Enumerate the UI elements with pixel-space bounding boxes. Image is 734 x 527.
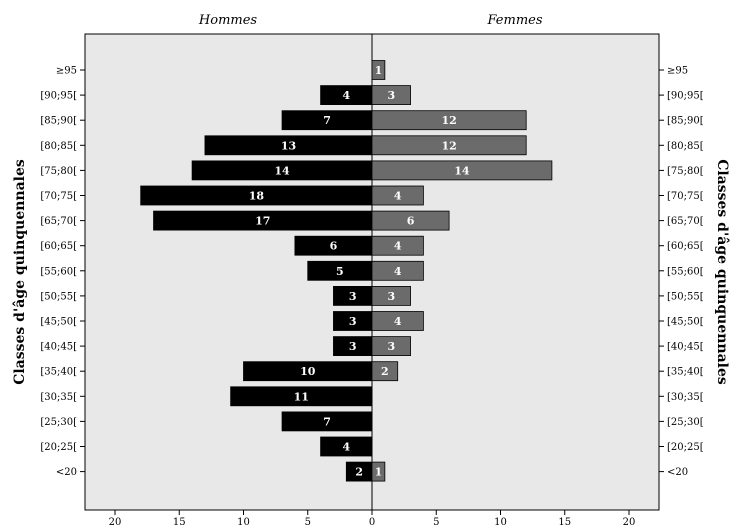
bar-value-label: 13 xyxy=(281,139,296,152)
y-axis-title-right: Classes d'âge quinquennales xyxy=(714,159,730,385)
panel-title-left: Hommes xyxy=(198,13,258,28)
y-tick-label-left: [75;80[ xyxy=(40,166,77,177)
y-tick-label-left: [85;90[ xyxy=(40,116,77,127)
bar-value-label: 3 xyxy=(387,290,395,303)
bar-femmes xyxy=(371,461,386,482)
bar-value-label: 3 xyxy=(349,340,357,353)
y-tick-label-right: [35;40[ xyxy=(667,367,704,378)
bar-femmes xyxy=(371,311,424,331)
bar-value-label: 18 xyxy=(249,190,265,203)
bar-femmes xyxy=(371,85,411,105)
y-tick-label-left: [90;95[ xyxy=(40,91,77,102)
x-tick-label: 5 xyxy=(433,517,439,527)
y-tick-label-right: [55;60[ xyxy=(667,266,704,277)
y-tick-label-left: [50;55[ xyxy=(40,291,77,302)
y-tick-label-right: <20 xyxy=(667,467,688,478)
bar-femmes xyxy=(371,185,424,206)
x-tick-label: 15 xyxy=(558,517,571,527)
bar-hommes xyxy=(281,411,373,432)
bar-value-label: 5 xyxy=(336,265,344,278)
y-tick-label-right: [75;80[ xyxy=(667,166,704,177)
bar-value-label: 6 xyxy=(330,240,338,253)
bar-femmes xyxy=(371,260,424,281)
x-tick-label: 0 xyxy=(369,517,375,527)
bar-value-label: 3 xyxy=(349,290,357,303)
y-tick-label-right: ≥95 xyxy=(667,66,688,77)
bar-value-label: 17 xyxy=(255,215,270,228)
bar-femmes xyxy=(371,210,450,231)
bar-femmes xyxy=(371,361,399,382)
bar-value-label: 14 xyxy=(454,164,470,177)
y-tick-label-right: [90;95[ xyxy=(667,91,704,102)
y-tick-label-left: [25;30[ xyxy=(40,417,77,428)
bar-value-label: 3 xyxy=(387,89,395,102)
bar-value-label: 4 xyxy=(342,89,350,102)
x-tick-label: 15 xyxy=(173,517,186,527)
bar-value-label: 2 xyxy=(355,466,363,479)
bar-value-label: 7 xyxy=(323,114,331,127)
bar-value-label: 1 xyxy=(375,466,383,479)
bar-value-label: 1 xyxy=(375,64,383,77)
y-tick-label-right: [20;25[ xyxy=(667,442,704,453)
ticks-group: ≥95 ≥95 [90;95[ [90;95[ [85;90[ [85;90[ [80;85… xyxy=(40,66,703,527)
bar-value-label: 4 xyxy=(394,190,402,203)
bar-femmes xyxy=(371,60,386,80)
y-tick-label-left: [20;25[ xyxy=(40,442,77,453)
y-tick-label-left: [65;70[ xyxy=(40,216,77,227)
bar-value-label: 12 xyxy=(441,139,456,152)
bar-value-label: 11 xyxy=(294,390,309,403)
y-tick-label-left: [40;45[ xyxy=(40,342,77,353)
bar-value-label: 6 xyxy=(407,215,415,228)
y-axis-title-left: Classes d'âge quinquennales xyxy=(12,159,28,385)
x-tick-label: 10 xyxy=(494,517,507,527)
bar-value-label: 3 xyxy=(349,315,357,328)
bar-hommes xyxy=(320,436,373,457)
y-tick-label-left: [30;35[ xyxy=(40,392,77,403)
bar-value-label: 7 xyxy=(323,415,331,428)
bar-value-label: 14 xyxy=(274,164,290,177)
bar-value-label: 3 xyxy=(387,340,395,353)
bar-value-label: 4 xyxy=(394,240,402,253)
y-tick-label-left: <20 xyxy=(56,467,77,478)
bar-value-label: 10 xyxy=(300,365,316,378)
bar-femmes xyxy=(371,110,527,131)
y-tick-label-right: [40;45[ xyxy=(667,342,704,353)
x-tick-label: 10 xyxy=(237,517,250,527)
y-tick-label-left: [70;75[ xyxy=(40,191,77,202)
bar-value-label: 4 xyxy=(394,265,402,278)
bar-femmes xyxy=(371,135,527,156)
bar-femmes xyxy=(371,285,411,306)
y-tick-label-left: [45;50[ xyxy=(40,317,77,328)
y-tick-label-left: [35;40[ xyxy=(40,367,77,378)
y-tick-label-right: [85;90[ xyxy=(667,116,704,127)
x-tick-label: 5 xyxy=(305,517,311,527)
bar-value-label: 12 xyxy=(441,114,456,127)
y-tick-label-left: [60;65[ xyxy=(40,241,77,252)
x-tick-label: 20 xyxy=(109,517,122,527)
bar-femmes xyxy=(371,235,424,256)
bar-value-label: 4 xyxy=(342,441,350,454)
y-tick-label-right: [50;55[ xyxy=(667,291,704,302)
y-tick-label-left: [55;60[ xyxy=(40,266,77,277)
panel-title-right: Femmes xyxy=(486,13,542,28)
y-tick-label-right: [30;35[ xyxy=(667,392,704,403)
y-tick-label-right: [25;30[ xyxy=(667,417,704,428)
x-tick-label: 20 xyxy=(623,517,636,527)
y-tick-label-right: [60;65[ xyxy=(667,241,704,252)
bar-femmes xyxy=(371,160,553,181)
y-tick-label-right: [65;70[ xyxy=(667,216,704,227)
y-tick-label-right: [45;50[ xyxy=(667,317,704,328)
bar-value-label: 4 xyxy=(394,315,402,328)
bar-hommes xyxy=(230,386,373,407)
y-tick-label-left: [80;85[ xyxy=(40,141,77,152)
bar-value-label: 2 xyxy=(381,365,389,378)
y-tick-label-right: [80;85[ xyxy=(667,141,704,152)
y-tick-label-left: ≥95 xyxy=(56,66,77,77)
bar-femmes xyxy=(371,336,411,357)
y-tick-label-right: [70;75[ xyxy=(667,191,704,202)
